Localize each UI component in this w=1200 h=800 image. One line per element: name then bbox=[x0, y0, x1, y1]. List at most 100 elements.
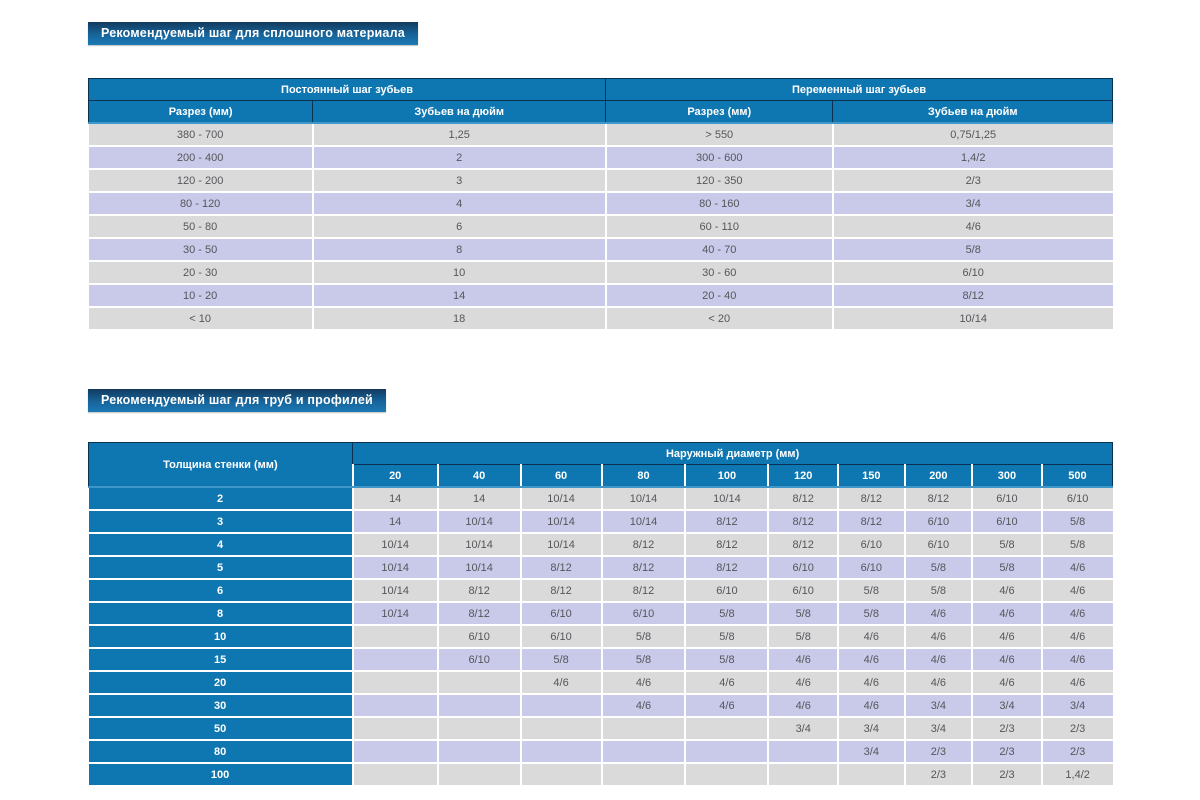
column-header-diameter-500: 500 bbox=[1040, 464, 1113, 488]
table-cell: 2/3 bbox=[904, 762, 974, 785]
group-header-variable-pitch: Переменный шаг зубьев bbox=[605, 78, 1113, 101]
table-cell bbox=[352, 670, 439, 694]
table-cell: 4/6 bbox=[1041, 601, 1113, 625]
solid-material-table: Постоянный шаг зубьев Переменный шаг зуб… bbox=[87, 78, 1113, 329]
table-cell: 4/6 bbox=[904, 647, 974, 671]
table-cell: 4/6 bbox=[904, 670, 974, 694]
corner-header-wall-thickness: Толщина стенки (мм) bbox=[87, 442, 354, 488]
column-header-diameter-150: 150 bbox=[837, 464, 906, 488]
table-cell: 5/8 bbox=[1041, 509, 1113, 533]
table-cell bbox=[601, 716, 687, 740]
table-cell: 6/10 bbox=[904, 532, 974, 556]
table-cell bbox=[685, 739, 770, 763]
table-cell: 8/12 bbox=[520, 578, 603, 602]
row-header-thickness-10: 10 bbox=[88, 624, 354, 648]
table-cell: 14 bbox=[312, 283, 607, 307]
table-cell: 4/6 bbox=[838, 693, 906, 717]
table-cell bbox=[352, 693, 439, 717]
table-cell: 5/8 bbox=[768, 624, 840, 648]
column-header-cut-mm-1: Разрез (мм) bbox=[87, 100, 314, 124]
table-cell: 20 - 40 bbox=[605, 283, 834, 307]
table-cell: 3/4 bbox=[904, 716, 974, 740]
column-header-diameter-20: 20 bbox=[351, 464, 439, 488]
table-cell: 6/10 bbox=[1041, 486, 1113, 510]
pipes-profiles-table: Толщина стенки (мм) Наружный диаметр (мм… bbox=[87, 442, 1113, 785]
table-cell: 5/8 bbox=[601, 624, 687, 648]
column-header-diameter-120: 120 bbox=[767, 464, 840, 488]
table-cell: 14 bbox=[437, 486, 522, 510]
table-cell: 10 - 20 bbox=[88, 283, 314, 307]
table-cell bbox=[352, 762, 439, 785]
table-cell: 5/8 bbox=[1041, 532, 1113, 556]
table-row: 6 10/14 8/12 8/12 8/12 6/10 6/10 5/8 5/8 4/6 4/6 bbox=[88, 578, 1113, 602]
table-row: 3 14 10/14 10/14 10/14 8/12 8/12 8/12 6/10 6/10 5/… bbox=[88, 509, 1113, 533]
table-cell bbox=[601, 762, 687, 785]
table-cell: 10/14 bbox=[832, 306, 1113, 329]
pipe-table-header: Толщина стенки (мм) Наружный диаметр (мм… bbox=[87, 442, 1113, 488]
column-header-diameter-200: 200 bbox=[903, 464, 974, 488]
table-cell: 4/6 bbox=[601, 670, 687, 694]
table-cell: 20 - 30 bbox=[88, 260, 314, 284]
table-cell: 8/12 bbox=[685, 532, 770, 556]
table-cell: 4/6 bbox=[1041, 555, 1113, 579]
table-row: 20 - 30 10 30 - 60 6/10 bbox=[88, 260, 1113, 284]
table-row: 10 6/10 6/10 5/8 5/8 5/8 4/6 4/6 4/6 4/6 bbox=[88, 624, 1113, 648]
row-header-thickness-100: 100 bbox=[88, 762, 354, 785]
table-cell: 4/6 bbox=[768, 647, 840, 671]
table-row: 30 4/6 4/6 4/6 4/6 3/4 3/4 3/4 bbox=[88, 693, 1113, 717]
table-cell bbox=[520, 693, 603, 717]
table-cell: 3/4 bbox=[832, 191, 1113, 215]
table-cell: 6/10 bbox=[437, 647, 522, 671]
table-cell bbox=[352, 716, 439, 740]
table-cell bbox=[437, 762, 522, 785]
table-cell: 200 - 400 bbox=[88, 145, 314, 169]
table-cell: 5/8 bbox=[685, 601, 770, 625]
table-cell bbox=[437, 739, 522, 763]
table-cell bbox=[768, 762, 840, 785]
table-cell: 5/8 bbox=[601, 647, 687, 671]
table-cell: 5/8 bbox=[768, 601, 840, 625]
table-cell: > 550 bbox=[605, 122, 834, 146]
table-cell bbox=[520, 716, 603, 740]
table-cell bbox=[685, 716, 770, 740]
table-cell: 4/6 bbox=[832, 214, 1113, 238]
table-cell: 5/8 bbox=[685, 624, 770, 648]
pipe-table-group-row: Толщина стенки (мм) Наружный диаметр (мм… bbox=[87, 442, 1113, 488]
table-cell: 4/6 bbox=[601, 693, 687, 717]
table-cell: 6/10 bbox=[601, 601, 687, 625]
solid-table-header: Постоянный шаг зубьев Переменный шаг зуб… bbox=[87, 78, 1113, 124]
row-header-thickness-80: 80 bbox=[88, 739, 354, 763]
table-cell: 30 - 60 bbox=[605, 260, 834, 284]
row-header-thickness-50: 50 bbox=[88, 716, 354, 740]
row-header-thickness-6: 6 bbox=[88, 578, 354, 602]
pipe-table-body: 2 14 14 10/14 10/14 10/14 8/12 8/12 8/12 6/10 6/10… bbox=[88, 486, 1113, 785]
table-cell: 380 - 700 bbox=[88, 122, 314, 146]
table-cell: 6/10 bbox=[437, 624, 522, 648]
table-cell: 2/3 bbox=[832, 168, 1113, 192]
table-cell bbox=[352, 624, 439, 648]
table-cell: 8/12 bbox=[904, 486, 974, 510]
table-cell: 4/6 bbox=[972, 601, 1043, 625]
table-cell: 10/14 bbox=[601, 486, 687, 510]
column-header-diameter-60: 60 bbox=[519, 464, 603, 488]
column-header-tpi-2: Зубьев на дюйм bbox=[832, 100, 1113, 124]
table-cell: 8/12 bbox=[768, 486, 840, 510]
column-header-cut-mm-2: Разрез (мм) bbox=[605, 100, 834, 124]
table-cell: 6/10 bbox=[768, 555, 840, 579]
table-row: 50 3/4 3/4 3/4 2/3 2/3 bbox=[88, 716, 1113, 740]
table-row: 2 14 14 10/14 10/14 10/14 8/12 8/12 8/12 6/10 6/10 bbox=[88, 486, 1113, 510]
table-cell: 8/12 bbox=[437, 578, 522, 602]
table-row: 120 - 200 3 120 - 350 2/3 bbox=[88, 168, 1113, 192]
table-cell: 4/6 bbox=[972, 578, 1043, 602]
table-row: 50 - 80 6 60 - 110 4/6 bbox=[88, 214, 1113, 238]
row-header-thickness-15: 15 bbox=[88, 647, 354, 671]
table-cell: 4/6 bbox=[838, 624, 906, 648]
group-header-constant-pitch: Постоянный шаг зубьев bbox=[87, 78, 607, 101]
table-cell: 18 bbox=[312, 306, 607, 329]
table-cell: 4/6 bbox=[972, 647, 1043, 671]
table-cell: 6 bbox=[312, 214, 607, 238]
table-cell: 3/4 bbox=[972, 693, 1043, 717]
table-cell: 10/14 bbox=[352, 532, 439, 556]
section-title-solid-material: Рекомендуемый шаг для сплошного материал… bbox=[88, 22, 418, 45]
table-cell: 80 - 120 bbox=[88, 191, 314, 215]
